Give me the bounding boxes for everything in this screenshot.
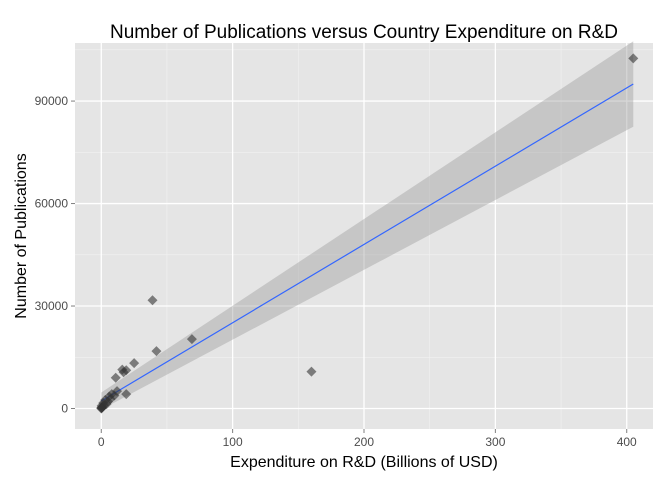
y-tick-label: 0 (61, 402, 68, 416)
y-tick-label: 60000 (35, 197, 69, 211)
data-point (306, 366, 317, 377)
data-point (628, 53, 639, 64)
y-tick-label: 90000 (35, 94, 69, 108)
data-point (151, 346, 162, 357)
x-tick-label: 200 (354, 435, 374, 449)
x-tick-label: 400 (617, 435, 637, 449)
x-axis-title: Expenditure on R&D (Billions of USD) (230, 454, 498, 471)
fit-line-layer (100, 83, 634, 402)
data-point (186, 334, 197, 345)
data-points (96, 53, 639, 414)
y-tick-label: 30000 (35, 299, 69, 313)
x-tick-label: 100 (223, 435, 243, 449)
x-tick-label: 300 (485, 435, 505, 449)
regression-line (100, 83, 634, 402)
confidence-band-layer (101, 41, 634, 410)
data-point (96, 403, 107, 414)
major-gridlines (75, 43, 653, 429)
data-point (117, 364, 128, 375)
x-axis-ticks: 0 100 200 300 400 (98, 429, 637, 449)
data-point (129, 358, 140, 369)
data-point (110, 372, 121, 383)
data-point (121, 389, 132, 400)
y-axis-title: Number of Publications (13, 153, 30, 318)
chart-title: Number of Publications versus Country Ex… (110, 22, 618, 43)
y-axis-ticks: 0 30000 60000 90000 (35, 94, 75, 416)
confidence-band (101, 41, 634, 410)
data-point (147, 295, 158, 306)
x-tick-label: 0 (98, 435, 105, 449)
